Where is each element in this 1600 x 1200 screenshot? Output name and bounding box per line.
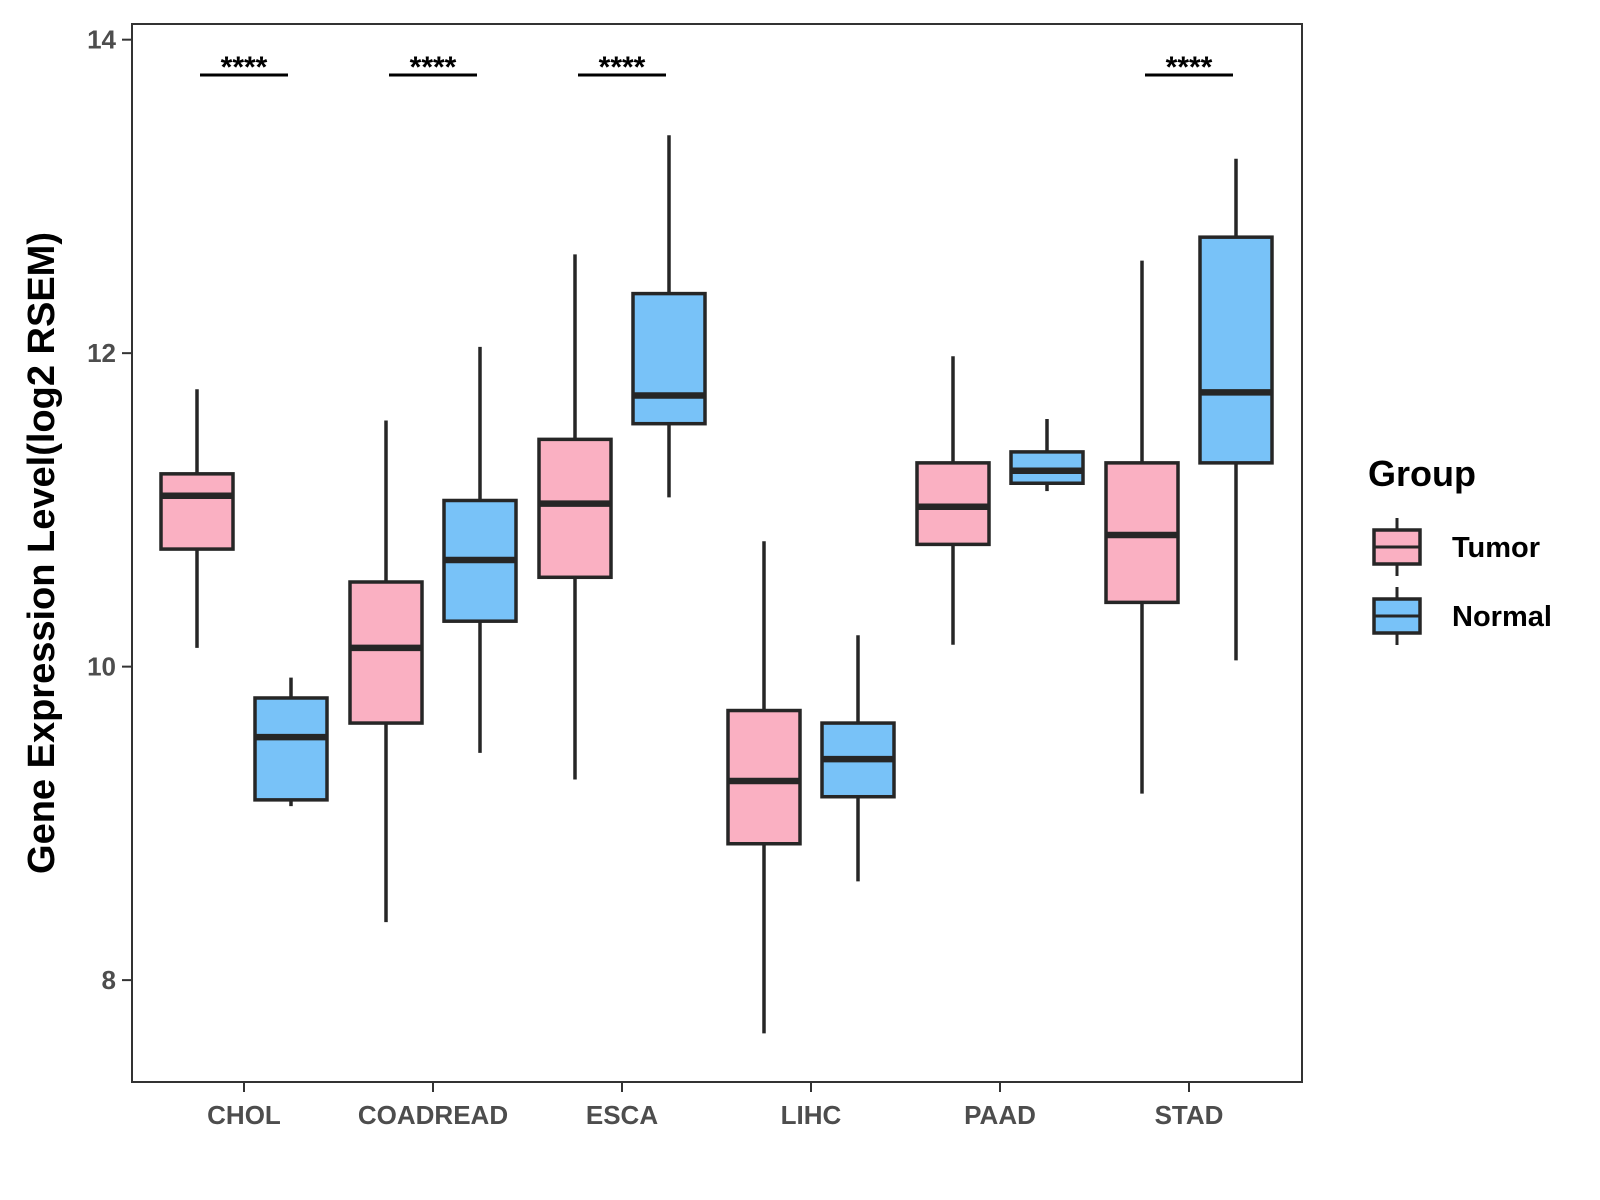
y-tick-label: 10: [87, 652, 116, 682]
x-tick-label: LIHC: [781, 1100, 842, 1130]
box-normal-lihc: [820, 635, 896, 882]
box-body: [253, 696, 329, 802]
box-normal-chol: [253, 677, 329, 807]
box-tumor-lihc: [726, 541, 802, 1034]
box-body: [159, 472, 235, 551]
box-body: [726, 708, 802, 846]
legend-label-tumor: Tumor: [1452, 532, 1540, 564]
box-body: [348, 580, 424, 725]
x-tick-label: PAAD: [964, 1100, 1036, 1130]
legend-key-tumor: [1372, 518, 1422, 576]
y-tick-label: 12: [87, 338, 116, 368]
legend-label-normal: Normal: [1452, 601, 1552, 633]
box-normal-coadread: [442, 346, 518, 753]
box-normal-stad: [1198, 158, 1274, 661]
legend-title: Group: [1368, 453, 1476, 494]
significance-label: ****: [599, 51, 646, 84]
box-normal-esca: [631, 135, 707, 498]
significance-label: ****: [410, 51, 457, 84]
x-tick-label: CHOL: [207, 1100, 281, 1130]
box-body: [537, 437, 613, 580]
box-body: [631, 291, 707, 426]
box-tumor-paad: [915, 356, 991, 645]
box-body: [1198, 235, 1274, 465]
x-tick-label: STAD: [1155, 1100, 1224, 1130]
box-normal-paad: [1009, 418, 1085, 492]
box-tumor-stad: [1104, 260, 1180, 794]
y-tick-label: 8: [102, 965, 116, 995]
y-tick-label: 14: [87, 25, 116, 55]
box-tumor-coadread: [348, 420, 424, 923]
box-tumor-chol: [159, 389, 235, 648]
y-axis-title: Gene Expression Level(log2 RSEM): [21, 232, 63, 874]
significance-label: ****: [221, 51, 268, 84]
legend-key-normal: [1372, 587, 1422, 645]
x-tick-label: COADREAD: [358, 1100, 508, 1130]
significance-label: ****: [1166, 51, 1213, 84]
x-tick-label: ESCA: [586, 1100, 658, 1130]
panel-border: [131, 23, 1303, 1083]
legend: Group Tumor Normal: [1368, 453, 1552, 645]
box-tumor-esca: [537, 254, 613, 780]
plot-layer: 8 10 12 14 CHOL COADREAD ESCA LIHC PAAD STAD **** *…: [87, 25, 1274, 1130]
